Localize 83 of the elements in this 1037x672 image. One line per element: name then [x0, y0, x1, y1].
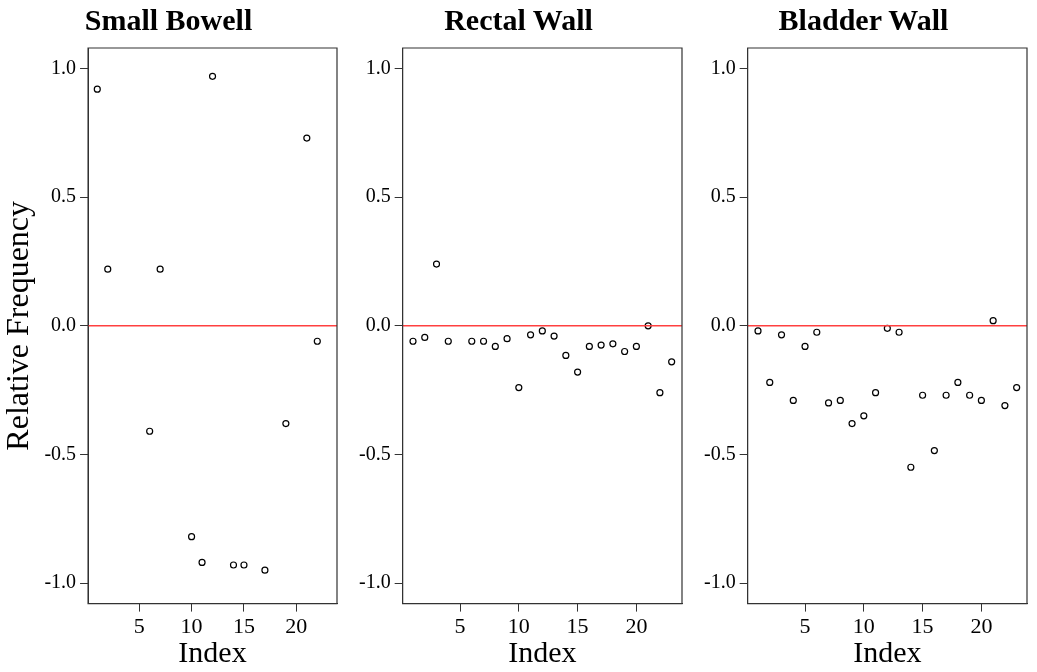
point: [883, 324, 891, 332]
point: [538, 327, 546, 335]
point: [824, 399, 833, 407]
y-tick-label: 0.0: [51, 313, 77, 336]
point: [977, 396, 985, 404]
point: [261, 566, 269, 574]
point: [198, 558, 206, 567]
point: [229, 561, 238, 569]
chart-title: Bladder Wall: [778, 2, 949, 36]
point: [656, 389, 664, 397]
point: [146, 427, 154, 435]
x-tick-label: 5: [799, 612, 811, 638]
y-tick-label: 0.0: [365, 313, 391, 336]
y-tick-label: -0.5: [44, 441, 77, 464]
point: [313, 337, 321, 345]
point: [989, 317, 997, 325]
point: [766, 378, 774, 386]
point: [515, 383, 523, 392]
point: [1013, 383, 1021, 392]
point: [562, 351, 570, 359]
point: [966, 391, 974, 399]
point: [432, 260, 441, 268]
point: [491, 342, 499, 350]
y-tick-label: 1.0: [710, 55, 736, 78]
point: [156, 265, 164, 273]
point: [303, 134, 311, 142]
point: [930, 446, 938, 455]
x-tick-label: 20: [970, 612, 993, 638]
point: [813, 328, 821, 336]
point: [871, 389, 880, 397]
x-tick-label: 5: [454, 612, 466, 638]
y-tick-label: 1.0: [51, 55, 77, 78]
point: [860, 412, 868, 420]
point: [468, 337, 476, 345]
y-tick-label: 0.5: [365, 184, 391, 207]
point: [282, 419, 290, 428]
point: [187, 533, 196, 541]
chart-title: Rectal Wall: [444, 2, 593, 36]
point: [907, 463, 915, 471]
y-tick-label: -1.0: [44, 570, 77, 593]
point: [208, 72, 217, 80]
y-tick-label: -0.5: [358, 441, 391, 464]
point: [104, 265, 112, 273]
point: [479, 337, 488, 345]
point: [954, 378, 962, 386]
point: [668, 358, 676, 366]
x-tick-label: 5: [133, 612, 145, 638]
point: [777, 331, 786, 339]
y-tick-label: -1.0: [703, 570, 736, 593]
y-tick-label: 0.0: [710, 313, 736, 336]
point: [550, 332, 558, 340]
y-tick-label: 0.5: [51, 184, 77, 207]
point: [585, 342, 593, 350]
x-tick-label: 20: [625, 612, 648, 638]
chart-title: Small Bowell: [84, 2, 253, 36]
point: [919, 391, 927, 399]
point: [409, 337, 417, 345]
point: [942, 391, 950, 399]
point: [789, 396, 797, 404]
point: [609, 340, 617, 348]
x-tick-label: 20: [285, 612, 308, 638]
y-tick-label: -1.0: [358, 570, 391, 593]
point: [421, 333, 429, 341]
point: [754, 327, 762, 335]
point: [836, 396, 844, 404]
point: [574, 368, 582, 376]
y-tick-label: 1.0: [365, 55, 391, 78]
point: [644, 322, 652, 330]
point: [632, 342, 640, 350]
point: [240, 561, 248, 569]
point: [503, 335, 511, 343]
point: [895, 328, 903, 336]
point: [526, 331, 535, 339]
point: [597, 341, 605, 349]
point: [444, 337, 452, 345]
point: [93, 85, 101, 93]
point: [621, 347, 629, 356]
point: [801, 342, 809, 350]
point: [848, 419, 856, 428]
y-tick-label: 0.5: [710, 184, 736, 207]
y-axis-title: Relative Frequency: [0, 200, 35, 451]
point: [1001, 401, 1009, 410]
y-tick-label: -0.5: [703, 441, 736, 464]
